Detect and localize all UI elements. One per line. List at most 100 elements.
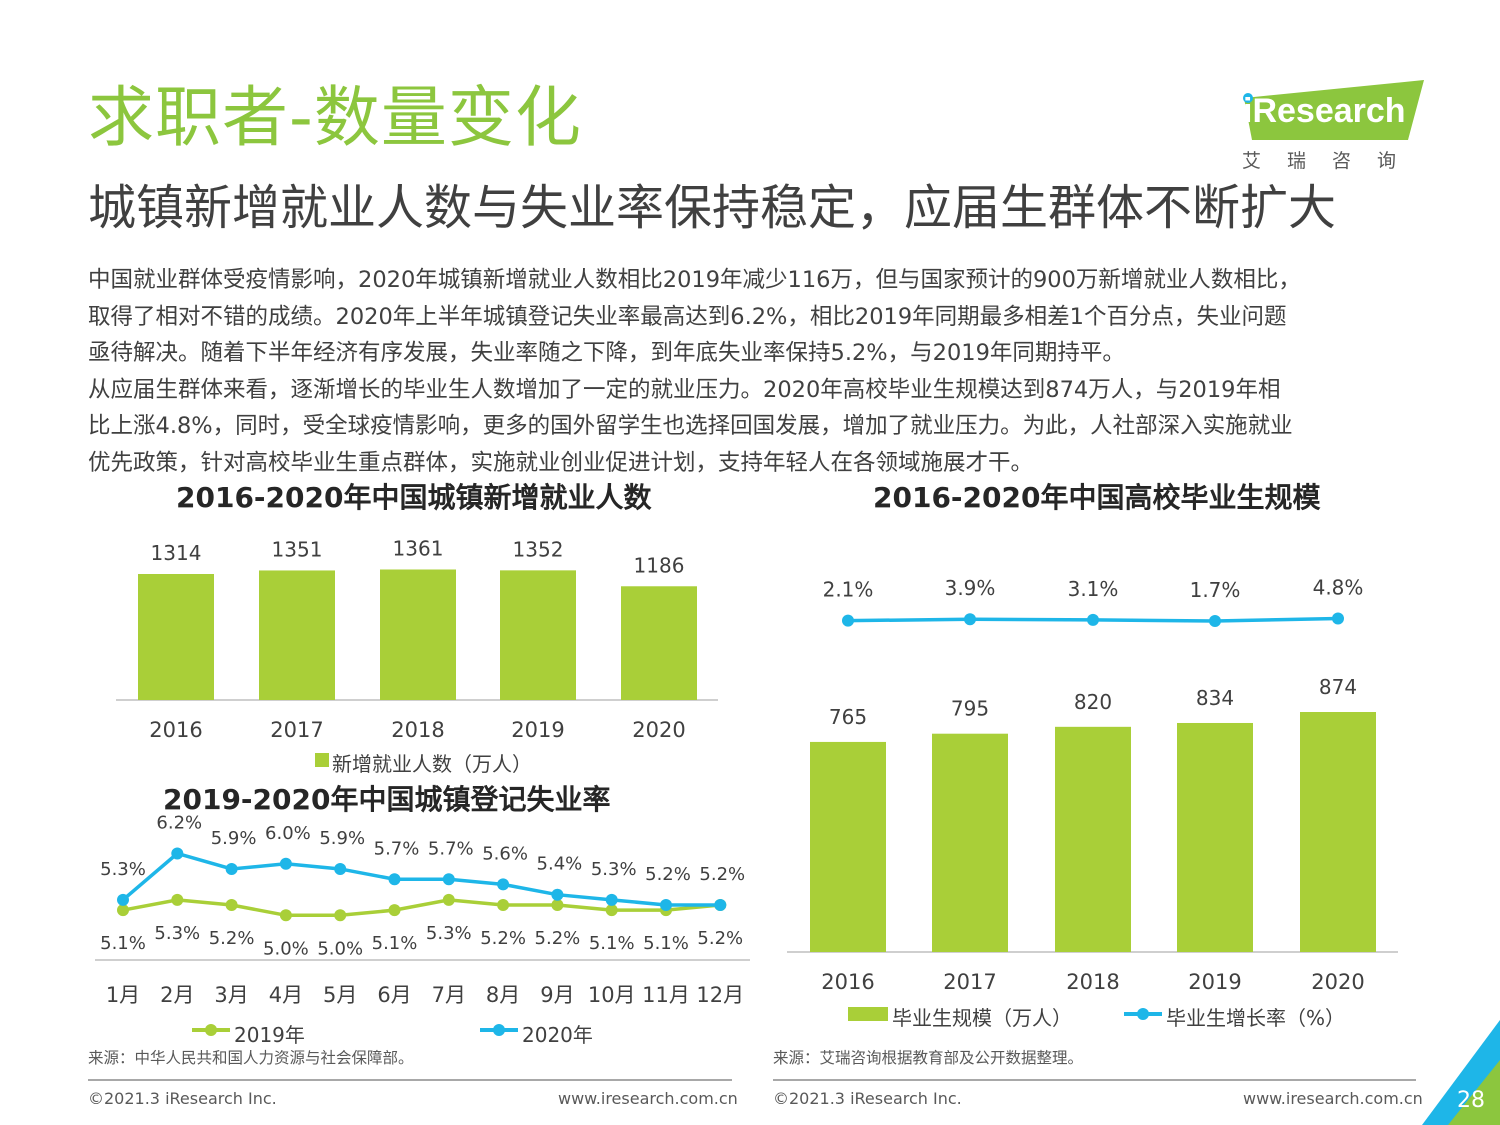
unemp-label-2020: 5.9% [319, 828, 365, 849]
unemp-label-2020: 6.2% [156, 813, 202, 834]
growth-label: 4.8% [1313, 576, 1364, 600]
growth-label: 1.7% [1190, 578, 1241, 602]
jobs-chart-title: 2016-2020年中国城镇新增就业人数 [176, 481, 652, 514]
jobs-bar-label: 1314 [151, 541, 202, 565]
jobs-x-tick: 2016 [149, 718, 202, 742]
grads-bar-label: 834 [1196, 686, 1234, 710]
copyright-right: ©2021.3 iResearch Inc. [773, 1089, 962, 1108]
grads-bar-label: 874 [1319, 675, 1357, 699]
jobs-bar-label: 1351 [272, 537, 323, 561]
jobs-bar [138, 574, 214, 700]
unemp-point-2020 [497, 878, 510, 891]
grads-bar-label: 795 [951, 697, 989, 721]
legend-marker-2020 [493, 1024, 505, 1036]
unemp-label-2020: 5.3% [100, 859, 146, 880]
unemp-label-2020: 5.2% [699, 864, 745, 885]
unemp-label-2019: 5.1% [589, 933, 635, 954]
body-text: 中国就业群体受疫情影响，2020年城镇新增就业人数相比2019年减少116万，但… [88, 262, 1448, 481]
unemp-label-2019: 5.0% [317, 938, 363, 959]
copyright-left: ©2021.3 iResearch Inc. [88, 1089, 277, 1108]
unemp-x-tick: 5月 [323, 983, 357, 1007]
jobs-bar-label: 1352 [513, 537, 564, 561]
unemp-label-2019: 5.2% [535, 928, 581, 949]
growth-label: 3.9% [945, 576, 996, 600]
legend-label-2019: 2019年 [234, 1023, 305, 1047]
unemp-x-tick: 1月 [106, 983, 140, 1007]
grads-bar [932, 733, 1008, 952]
jobs-bar-chart: 1314 2016 1351 2017 1361 2018 1352 2019 1186 2020 [116, 536, 718, 742]
unemployment-line-chart: 1月 2月 3月 4月 5月 6月 7月 8月 9月 10月 11月 12月 5.3% 6.2% 5.9% 6… [95, 813, 750, 1007]
grads-x-tick: 2020 [1311, 970, 1364, 994]
source-note-left: 来源：中华人民共和国人力资源与社会保障部。 [88, 1049, 414, 1067]
unemp-x-tick: 10月 [588, 983, 636, 1007]
unemp-point-2019 [442, 893, 455, 906]
unemp-x-tick: 11月 [642, 983, 690, 1007]
unemp-series-2019-line [122, 898, 721, 918]
paragraph-line: 比上涨4.8%，同时，受全球疫情影响，更多的国外留学生也选择回国发展，增加了就业… [88, 413, 1293, 439]
source-note-right: 来源：艾瑞咨询根据教育部及公开数据整理。 [773, 1049, 1084, 1067]
unemp-label-2019: 5.3% [426, 923, 472, 944]
logo-cn-text: 艾瑞咨询 [1242, 150, 1423, 172]
growth-point [1087, 613, 1099, 626]
unemp-point-2020 [171, 847, 184, 860]
unemp-point-2020 [225, 862, 238, 875]
jobs-x-tick: 2019 [511, 718, 564, 742]
grads-bar [1300, 712, 1376, 952]
unemp-point-2019 [551, 899, 564, 911]
paragraph-line: 优先政策，针对高校毕业生重点群体，实施就业创业促进计划，支持年轻人在各领域施展才… [88, 449, 1034, 476]
grads-x-tick: 2019 [1188, 970, 1241, 994]
grads-x-tick: 2016 [821, 970, 874, 994]
unemp-point-2020 [279, 857, 292, 870]
logo-text: iResearch [1243, 92, 1406, 130]
unemp-x-tick: 6月 [377, 983, 411, 1007]
unemp-point-2020 [605, 893, 618, 906]
jobs-x-tick: 2017 [270, 718, 323, 742]
unemp-x-tick: 12月 [696, 983, 744, 1007]
unemp-label-2020: 5.9% [211, 828, 257, 849]
grads-bar [810, 741, 886, 952]
website-link-left[interactable]: www.iresearch.com.cn [558, 1089, 738, 1108]
unemp-point-2020 [714, 899, 727, 911]
website-link-right[interactable]: www.iresearch.com.cn [1243, 1089, 1423, 1108]
unemp-point-2020 [388, 873, 401, 886]
page-number: 28 [1457, 1088, 1485, 1113]
unemp-label-2020: 5.7% [374, 838, 420, 859]
jobs-bar [500, 570, 576, 700]
corner-decoration-green [1448, 1060, 1500, 1125]
growth-point [1209, 615, 1221, 627]
legend-swatch-jobs [315, 753, 329, 767]
unemp-label-2020: 5.2% [645, 864, 691, 885]
unemp-point-2020 [334, 862, 347, 875]
grads-bar-label: 820 [1074, 690, 1112, 714]
grads-x-tick: 2018 [1066, 970, 1119, 994]
jobs-bar-label: 1186 [634, 553, 685, 577]
unemp-point-2019 [497, 899, 510, 911]
unemp-label-2019: 5.1% [100, 933, 146, 954]
page-title: 求职者-数量变化 [88, 79, 582, 156]
unemp-point-2020 [442, 873, 455, 886]
unemp-series-2020-line [121, 851, 721, 907]
growth-label: 3.1% [1068, 577, 1119, 601]
unemp-label-2019: 5.0% [263, 938, 309, 959]
unemp-x-tick: 7月 [432, 983, 466, 1007]
unemp-label-2020: 5.6% [482, 843, 528, 864]
unemp-point-2019 [279, 909, 292, 922]
grads-bar-label: 765 [829, 705, 867, 729]
unemp-label-2019: 5.3% [154, 923, 200, 944]
legend-label-jobs: 新增就业人数（万人） [332, 752, 532, 776]
jobs-x-tick: 2020 [632, 718, 685, 742]
paragraph-line: 取得了相对不错的成绩。2020年上半年城镇登记失业率最高达到6.2%，相比201… [88, 303, 1287, 330]
legend-label-grads: 毕业生规模（万人） [892, 1006, 1072, 1030]
graduates-chart-title: 2016-2020年中国高校毕业生规模 [873, 481, 1321, 514]
grads-bar [1177, 722, 1253, 952]
unemp-label-2019: 5.2% [209, 928, 255, 949]
grads-x-tick: 2017 [943, 970, 996, 994]
unemp-label-2019: 5.2% [697, 928, 743, 949]
unemp-x-tick: 8月 [486, 983, 520, 1007]
unemp-x-tick: 3月 [214, 983, 248, 1007]
unemp-point-2019 [605, 904, 618, 917]
growth-point [842, 614, 854, 627]
jobs-bar [380, 569, 456, 700]
growth-point [1332, 612, 1344, 625]
